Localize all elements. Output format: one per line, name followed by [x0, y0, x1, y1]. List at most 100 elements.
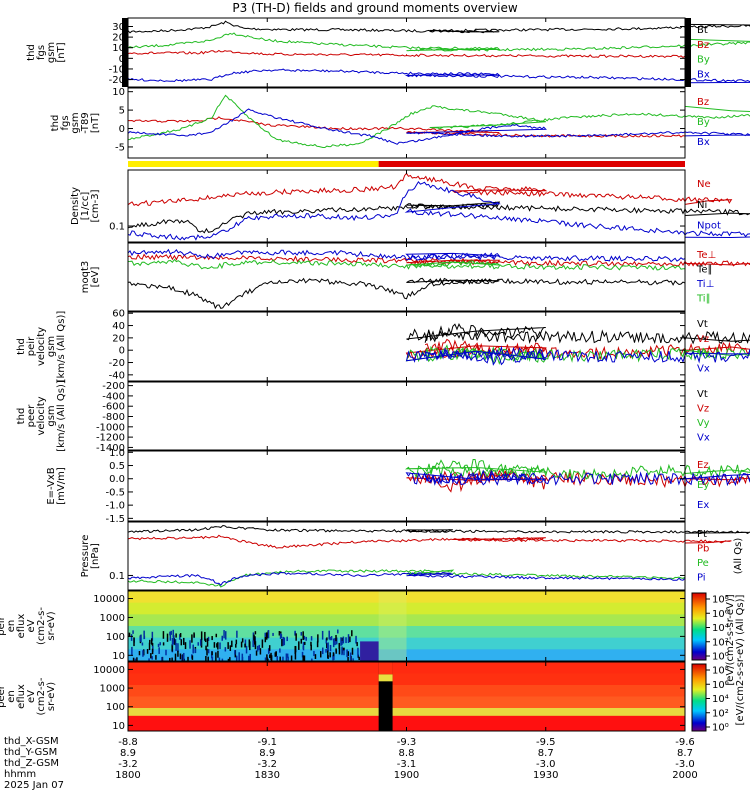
colorbar-tick-label: 10⁴ — [712, 623, 729, 634]
spectro-pixel — [158, 647, 160, 654]
spectro-pixel — [177, 650, 179, 657]
spectro-pixel — [254, 641, 257, 650]
ylabel-line: [km/s (All Qs)] — [56, 311, 67, 383]
spectro-pixel — [310, 644, 312, 651]
panel-frame — [127, 450, 686, 522]
spectro-pixel — [248, 655, 250, 662]
spectro-pixel — [132, 657, 135, 663]
xaxis-value-hhmm: 1800 — [115, 770, 140, 781]
ylabel-line: velocity — [36, 327, 47, 366]
spectro-pixel — [143, 635, 146, 639]
spectro-pixel — [216, 643, 218, 648]
ylabel-line: [nPa] — [90, 543, 101, 569]
xaxis-value-thd_X-GSM: -9.3 — [397, 737, 417, 748]
ylabel-line: (cm2-s- — [36, 677, 47, 715]
ytick-label: -1.0 — [105, 501, 125, 512]
legend-Ni: Ni — [697, 200, 707, 211]
spectro-pixel — [171, 644, 173, 652]
ytick-label: 0.1 — [109, 571, 125, 582]
spectro-pixel — [357, 647, 359, 657]
spectro-pixel — [290, 655, 293, 663]
spectro-pixel — [329, 652, 331, 658]
spectro-pixel — [219, 642, 221, 650]
spectro-pixel — [341, 646, 343, 656]
spectro-pixel — [197, 642, 199, 646]
xrow-label-x: thd_X-GSM — [4, 736, 59, 747]
spectro-pixel — [287, 656, 289, 661]
spectro-gap — [360, 641, 379, 661]
spectro-pixel — [352, 658, 354, 663]
legend-Vz: Vz — [697, 334, 709, 345]
spectro-pixel — [151, 642, 154, 647]
ytick-label: -10 — [109, 64, 125, 75]
series-By-p2 — [127, 94, 750, 148]
ylabel-line: eV — [26, 619, 37, 632]
legend-Te⊥: Te⊥ — [696, 250, 716, 261]
spectro-pixel — [270, 655, 273, 662]
spectro-pixel — [274, 652, 277, 657]
spectro-pixel — [221, 635, 223, 641]
ytick-label: 10 — [112, 87, 125, 98]
spectro-pixel — [161, 657, 163, 662]
spectro-pixel — [179, 633, 182, 638]
ylabel-line: gsm — [70, 112, 81, 133]
spectro-pixel — [325, 648, 327, 653]
spectro-pixel — [341, 637, 343, 644]
spectro-pixel — [169, 634, 172, 641]
panel-frame — [127, 242, 686, 312]
spectro-pixel — [235, 655, 238, 662]
spectro-pixel — [244, 643, 246, 648]
xaxis-value-thd_Z-GSM: -3.2 — [118, 759, 138, 770]
spectro-band — [128, 614, 685, 627]
xaxis-value-thd_Z-GSM: -3.1 — [397, 759, 417, 770]
ylabel-line: fgs — [36, 45, 47, 60]
spectro-pixel — [305, 636, 307, 641]
spectro-pixel — [215, 633, 218, 638]
series-Ne-p3 — [127, 172, 733, 207]
spectro-pixel — [310, 641, 312, 646]
xaxis-value-thd_Z-GSM: -3.2 — [257, 759, 277, 770]
spectro-pixel — [138, 650, 141, 656]
panel-frame — [127, 381, 686, 451]
ytick-label: 30 — [112, 22, 125, 33]
spectro-pixel — [217, 642, 219, 650]
xaxis-value-thd_Z-GSM: -3.0 — [675, 759, 695, 770]
spectro-band — [128, 602, 685, 615]
spectro-pixel — [151, 631, 154, 641]
spectro-pixel — [349, 652, 352, 661]
ytick-label: 0.1 — [109, 222, 125, 233]
xrow-label-z: thd_Z-GSM — [4, 758, 59, 769]
spectro-pixel — [341, 640, 343, 646]
spectro-pixel — [169, 657, 171, 662]
series-Pi-p8 — [127, 571, 686, 586]
spectro-pixel — [227, 642, 229, 649]
spectro-pixel — [326, 643, 328, 649]
spectro-pixel — [280, 634, 283, 639]
spectro-pixel — [278, 631, 281, 636]
spectro-pixel — [191, 655, 194, 660]
spectro-pixel — [276, 656, 278, 663]
ylabel-line: peir — [0, 615, 7, 635]
spectro-pixel — [329, 636, 331, 641]
spectro-pixel — [347, 656, 349, 664]
spectro-pixel — [241, 653, 244, 663]
spectro-pixel — [204, 638, 207, 643]
ytick-label: -1200 — [96, 433, 125, 444]
date-label: 2025 Jan 07 — [4, 780, 64, 791]
spectro-pixel — [184, 642, 187, 650]
spectro-pixel — [151, 648, 154, 655]
legend-Ne: Ne — [697, 179, 711, 190]
spectro-pixel — [301, 651, 304, 658]
series-Bx-p2 — [127, 108, 750, 145]
spectro-pixel — [314, 654, 317, 659]
xaxis-value-hhmm: 1900 — [394, 770, 419, 781]
ylabel-line: thd — [16, 338, 27, 355]
spectro-pixel — [326, 637, 328, 641]
spectro-pixel — [130, 634, 133, 641]
legend-Ex: Ex — [697, 500, 709, 511]
xaxis-value-thd_X-GSM: -8.8 — [118, 737, 138, 748]
spectro-pixel — [298, 641, 300, 650]
series-Bz-p2 — [128, 116, 686, 140]
ytick-label: -200 — [102, 381, 125, 392]
spectro-band — [128, 673, 685, 686]
